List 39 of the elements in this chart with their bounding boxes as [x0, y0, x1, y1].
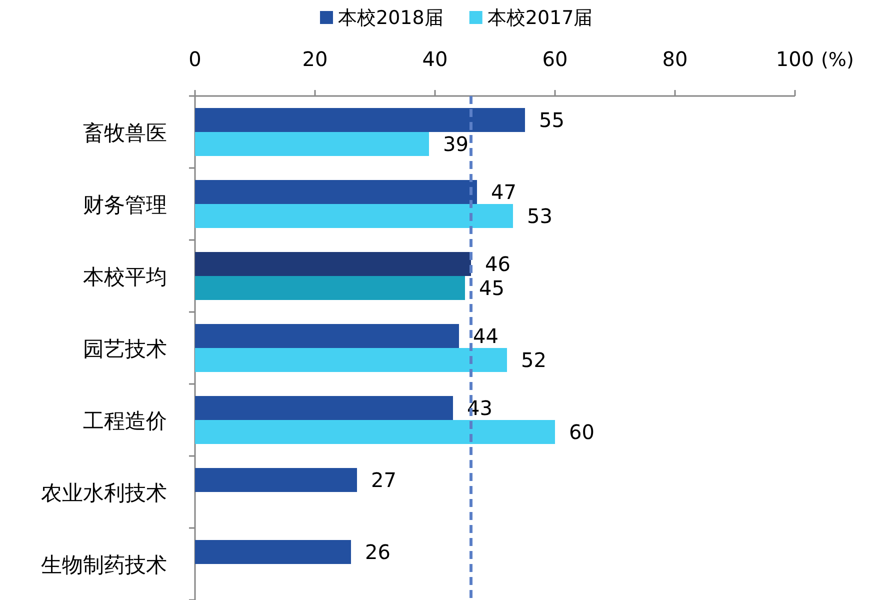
y-tick-label: 工程造价	[83, 409, 167, 433]
data-label: 39	[443, 132, 468, 156]
bar	[195, 204, 513, 228]
bar	[195, 324, 459, 348]
x-tick-label: 0	[188, 47, 202, 71]
bar	[195, 180, 477, 204]
y-tick-label: 园艺技术	[83, 337, 167, 361]
x-tick-label: 40	[422, 47, 448, 71]
data-label: 26	[365, 540, 390, 564]
data-label: 55	[539, 108, 564, 132]
data-label: 44	[473, 324, 498, 348]
y-tick-label: 农业水利技术	[41, 481, 167, 505]
x-tick-label: 100	[776, 47, 814, 71]
x-axis-title: (%)	[821, 49, 854, 71]
bar	[195, 252, 471, 276]
y-tick-label: 畜牧兽医	[83, 121, 167, 145]
data-label: 46	[485, 252, 510, 276]
data-label: 53	[527, 204, 552, 228]
bar	[195, 132, 429, 156]
legend-label: 本校2017届	[487, 7, 593, 29]
data-label: 52	[521, 348, 546, 372]
bar	[195, 276, 465, 300]
bar	[195, 396, 453, 420]
x-tick-label: 20	[302, 47, 328, 71]
data-label: 45	[479, 276, 504, 300]
bar	[195, 540, 351, 564]
x-tick-label: 60	[542, 47, 568, 71]
legend-label: 本校2018届	[338, 7, 444, 29]
bar	[195, 468, 357, 492]
bar	[195, 420, 555, 444]
y-tick-label: 财务管理	[83, 193, 167, 217]
y-tick-label: 生物制药技术	[41, 553, 167, 577]
data-label: 47	[491, 180, 516, 204]
data-label: 60	[569, 420, 594, 444]
x-tick-label: 80	[662, 47, 688, 71]
y-tick-label: 本校平均	[83, 265, 167, 289]
bar	[195, 348, 507, 372]
bar	[195, 108, 525, 132]
data-label: 27	[371, 468, 396, 492]
